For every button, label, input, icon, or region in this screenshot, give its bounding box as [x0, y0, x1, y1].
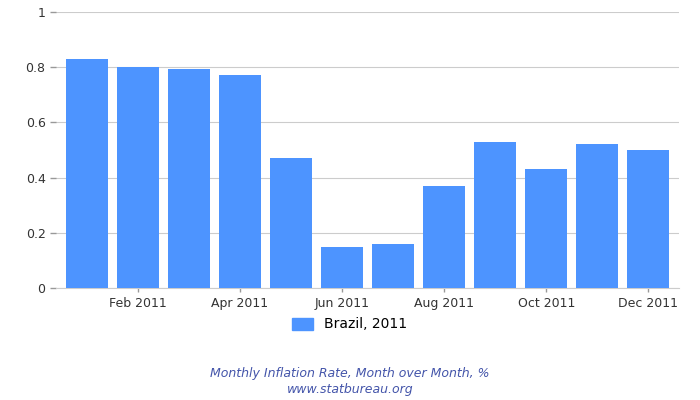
- Bar: [219, 76, 261, 288]
- Bar: [66, 59, 108, 288]
- Bar: [525, 169, 567, 288]
- Bar: [270, 158, 312, 288]
- Bar: [627, 150, 669, 288]
- Bar: [424, 186, 465, 288]
- Text: Monthly Inflation Rate, Month over Month, %: Monthly Inflation Rate, Month over Month…: [210, 368, 490, 380]
- Legend: Brazil, 2011: Brazil, 2011: [287, 312, 413, 337]
- Bar: [372, 244, 414, 288]
- Bar: [168, 68, 210, 288]
- Bar: [576, 144, 618, 288]
- Bar: [321, 246, 363, 288]
- Bar: [117, 67, 159, 288]
- Text: www.statbureau.org: www.statbureau.org: [287, 384, 413, 396]
- Bar: [474, 142, 516, 288]
